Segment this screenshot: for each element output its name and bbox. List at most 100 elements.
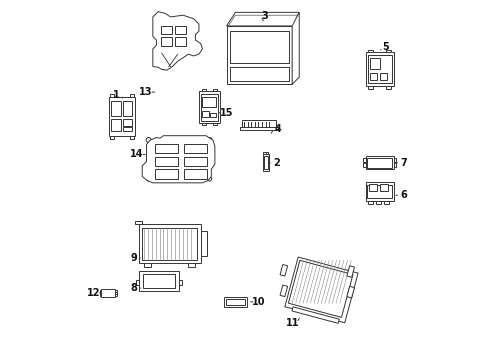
Bar	[122, 101, 132, 116]
Bar	[175, 26, 186, 34]
Bar	[202, 111, 209, 117]
Bar	[139, 224, 201, 263]
Bar	[161, 37, 172, 46]
Bar	[386, 86, 391, 89]
Bar	[202, 98, 216, 107]
Bar	[394, 158, 396, 162]
Polygon shape	[226, 12, 299, 26]
Bar	[188, 263, 196, 267]
Bar	[210, 113, 216, 117]
Bar	[368, 86, 373, 89]
Text: 8: 8	[131, 283, 138, 293]
Bar	[368, 50, 373, 53]
Text: 15: 15	[220, 108, 233, 118]
Bar	[144, 263, 151, 267]
Bar	[115, 290, 117, 292]
Bar	[199, 91, 220, 123]
Bar	[370, 73, 377, 80]
Bar	[230, 31, 289, 63]
Bar	[240, 127, 278, 130]
Polygon shape	[347, 286, 354, 298]
Bar	[155, 144, 178, 153]
Bar	[111, 101, 121, 116]
Bar	[130, 136, 134, 139]
Bar	[386, 50, 391, 53]
Polygon shape	[347, 266, 354, 277]
Bar	[101, 289, 115, 297]
Bar	[201, 94, 218, 121]
Polygon shape	[153, 12, 202, 70]
Bar	[111, 119, 121, 131]
Bar	[363, 163, 366, 167]
Text: 4: 4	[274, 124, 281, 134]
Polygon shape	[280, 265, 288, 276]
Bar	[139, 271, 179, 291]
Polygon shape	[142, 136, 215, 183]
Polygon shape	[280, 285, 288, 297]
Text: 10: 10	[252, 297, 266, 307]
Bar	[225, 299, 245, 305]
Polygon shape	[292, 12, 299, 84]
Polygon shape	[292, 307, 339, 323]
Bar	[264, 156, 268, 169]
Bar	[363, 158, 366, 162]
Text: 13: 13	[139, 87, 152, 97]
Bar	[175, 37, 186, 46]
Bar	[266, 152, 269, 154]
Bar	[242, 121, 276, 127]
Bar	[179, 280, 182, 285]
Bar	[264, 152, 266, 154]
Bar	[110, 94, 114, 97]
Bar	[384, 201, 389, 204]
Bar	[161, 26, 172, 34]
Text: 14: 14	[130, 149, 144, 159]
Bar	[155, 157, 178, 166]
Bar	[99, 292, 101, 294]
Bar	[369, 184, 377, 191]
Bar	[380, 73, 388, 80]
Bar	[202, 89, 206, 91]
Bar	[184, 144, 207, 153]
Polygon shape	[289, 260, 353, 318]
Bar	[230, 67, 289, 81]
Bar	[110, 136, 114, 139]
Text: 6: 6	[400, 190, 407, 200]
Bar	[109, 97, 135, 136]
Polygon shape	[228, 15, 297, 26]
Bar	[376, 201, 381, 204]
Bar	[184, 157, 207, 166]
Text: 5: 5	[382, 42, 389, 52]
Bar	[143, 274, 175, 288]
Bar	[213, 123, 218, 125]
Bar	[99, 290, 101, 292]
Bar	[213, 89, 218, 91]
Bar	[130, 94, 134, 97]
Bar	[135, 221, 142, 224]
Text: 1: 1	[113, 90, 120, 100]
Bar	[142, 228, 197, 260]
Bar	[99, 294, 101, 296]
Bar	[115, 292, 117, 294]
Bar	[136, 280, 139, 285]
Bar	[366, 53, 394, 86]
Bar	[226, 26, 292, 84]
Bar	[263, 154, 269, 171]
Bar	[366, 182, 394, 201]
Bar	[370, 58, 380, 69]
Bar	[122, 127, 132, 131]
Bar	[201, 231, 207, 256]
Bar	[368, 201, 373, 204]
Text: 3: 3	[261, 11, 268, 21]
Bar	[122, 119, 132, 126]
Bar	[155, 169, 178, 179]
Bar	[115, 294, 117, 296]
Bar	[394, 163, 396, 167]
Text: 7: 7	[400, 158, 407, 168]
Text: 2: 2	[273, 158, 280, 168]
Bar	[224, 297, 247, 307]
Bar	[368, 185, 392, 198]
Text: 11: 11	[286, 318, 299, 328]
Text: 9: 9	[131, 253, 137, 263]
Bar	[368, 55, 392, 83]
Bar	[380, 184, 388, 191]
